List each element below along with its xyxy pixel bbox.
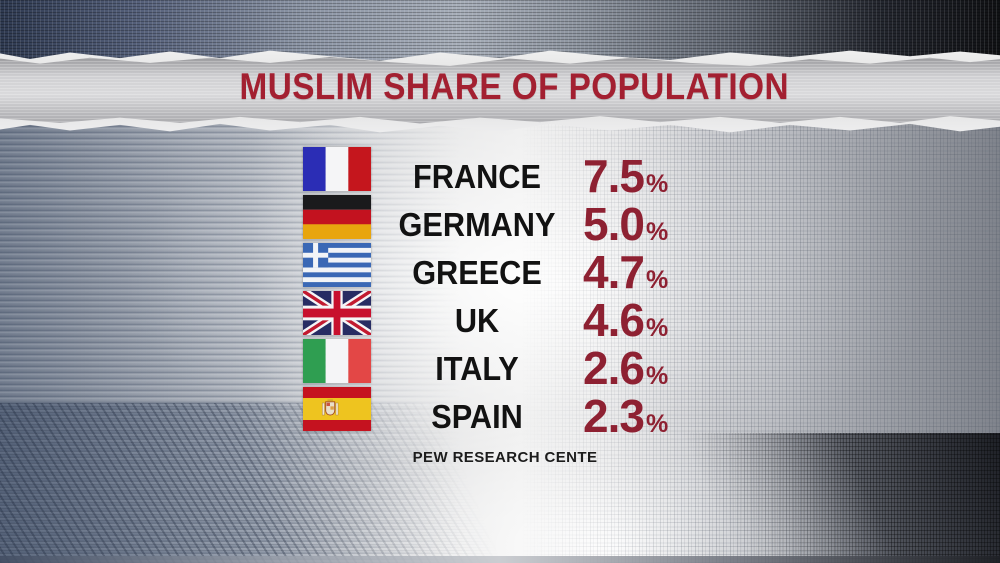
table-row: SPAIN 2.3% bbox=[0, 385, 1000, 439]
population-table: FRANCE 7.5% GERMANY 5.0% GREECE 4.7% UK bbox=[0, 145, 1000, 439]
percent-sign: % bbox=[645, 314, 669, 342]
table-row: GERMANY 5.0% bbox=[0, 193, 1000, 247]
percentage-value: 2.6% bbox=[583, 345, 668, 391]
percent-sign: % bbox=[645, 362, 669, 390]
value-number: 4.6 bbox=[583, 294, 645, 346]
percentage-value: 5.0% bbox=[583, 201, 668, 247]
table-row: UK 4.6% bbox=[0, 289, 1000, 343]
spain-flag bbox=[303, 387, 371, 431]
country-label: SPAIN bbox=[431, 397, 523, 435]
value-number: 4.7 bbox=[583, 246, 645, 298]
percent-sign: % bbox=[645, 266, 669, 294]
country-label: GERMANY bbox=[398, 205, 556, 243]
italy-flag bbox=[303, 339, 371, 383]
value-number: 7.5 bbox=[583, 150, 645, 202]
value-number: 5.0 bbox=[583, 198, 645, 250]
percentage-value: 2.3% bbox=[583, 393, 668, 439]
source-attribution: PEW RESEARCH CENTE bbox=[412, 449, 598, 466]
country-label: GREECE bbox=[412, 253, 542, 291]
percentage-value: 4.6% bbox=[583, 297, 668, 343]
value-number: 2.3 bbox=[583, 390, 645, 442]
france-flag bbox=[303, 147, 371, 191]
percent-sign: % bbox=[645, 218, 669, 246]
background-bottom-strip bbox=[0, 556, 1000, 563]
table-row: ITALY 2.6% bbox=[0, 337, 1000, 391]
title-banner: MUSLIM SHARE OF POPULATION bbox=[0, 68, 1000, 105]
country-label: UK bbox=[454, 301, 500, 339]
page-title: MUSLIM SHARE OF POPULATION bbox=[239, 66, 789, 107]
percentage-value: 7.5% bbox=[583, 153, 668, 199]
table-row: GREECE 4.7% bbox=[0, 241, 1000, 295]
greece-flag bbox=[303, 243, 371, 287]
background-top-dark-band bbox=[0, 0, 1000, 64]
germany-flag bbox=[303, 195, 371, 239]
percent-sign: % bbox=[645, 170, 669, 198]
value-number: 2.6 bbox=[583, 342, 645, 394]
country-label: ITALY bbox=[435, 349, 519, 387]
table-row: FRANCE 7.5% bbox=[0, 145, 1000, 199]
percentage-value: 4.7% bbox=[583, 249, 668, 295]
country-label: FRANCE bbox=[413, 157, 541, 195]
uk-flag bbox=[303, 291, 371, 335]
percent-sign: % bbox=[645, 410, 669, 438]
